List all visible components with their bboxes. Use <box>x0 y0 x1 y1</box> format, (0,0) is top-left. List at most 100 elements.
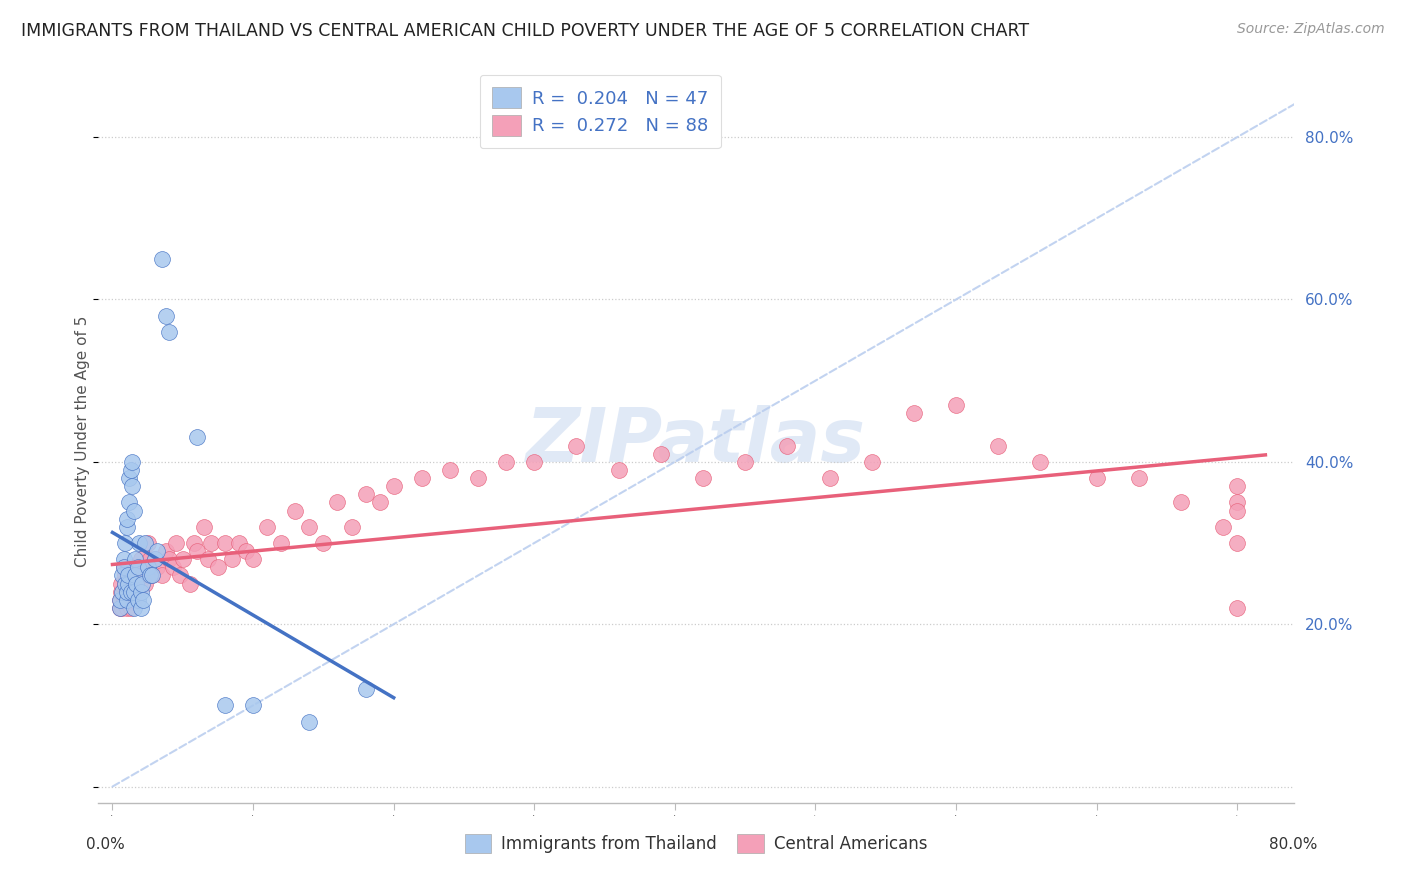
Point <box>987 439 1010 453</box>
Point <box>121 479 143 493</box>
Text: 0.0%: 0.0% <box>86 837 125 852</box>
Point <box>650 447 672 461</box>
Point <box>125 584 148 599</box>
Point <box>114 576 136 591</box>
Point <box>162 560 184 574</box>
Point <box>112 592 135 607</box>
Point <box>118 576 141 591</box>
Point <box>115 592 138 607</box>
Point <box>122 584 145 599</box>
Point <box>1226 536 1249 550</box>
Point <box>565 439 588 453</box>
Point <box>228 536 250 550</box>
Point <box>136 536 159 550</box>
Text: ZIPatlas: ZIPatlas <box>526 405 866 478</box>
Point <box>298 714 321 729</box>
Point <box>122 592 145 607</box>
Point <box>411 471 433 485</box>
Point <box>186 430 208 444</box>
Point <box>117 592 139 607</box>
Point <box>134 576 156 591</box>
Point <box>439 463 461 477</box>
Point <box>132 592 155 607</box>
Point <box>235 544 257 558</box>
Point <box>141 568 163 582</box>
Point <box>111 601 134 615</box>
Point <box>207 560 229 574</box>
Point <box>1029 455 1052 469</box>
Point <box>165 536 187 550</box>
Point <box>169 568 191 582</box>
Point <box>200 536 222 550</box>
Point <box>139 568 162 582</box>
Point <box>326 495 349 509</box>
Point <box>127 592 149 607</box>
Point <box>183 536 205 550</box>
Point <box>495 455 517 469</box>
Point <box>340 520 363 534</box>
Point <box>121 455 143 469</box>
Point <box>150 252 173 266</box>
Point <box>110 576 132 591</box>
Point <box>143 552 166 566</box>
Point <box>129 601 152 615</box>
Point <box>354 487 377 501</box>
Point <box>382 479 405 493</box>
Point <box>155 309 177 323</box>
Point <box>128 536 150 550</box>
Point <box>692 471 714 485</box>
Point <box>197 552 219 566</box>
Point <box>118 495 141 509</box>
Point <box>1226 479 1249 493</box>
Point <box>120 584 142 599</box>
Point <box>108 601 131 615</box>
Point <box>1226 601 1249 615</box>
Point <box>134 536 156 550</box>
Point <box>1226 495 1249 509</box>
Point <box>298 520 321 534</box>
Point <box>118 471 141 485</box>
Point <box>115 584 138 599</box>
Text: 80.0%: 80.0% <box>1270 837 1317 852</box>
Point <box>120 601 142 615</box>
Point <box>125 568 148 582</box>
Point <box>143 552 166 566</box>
Point <box>122 503 145 517</box>
Point <box>193 520 215 534</box>
Point <box>132 560 155 574</box>
Point <box>115 601 138 615</box>
Point <box>214 536 236 550</box>
Point <box>110 584 132 599</box>
Point <box>270 536 292 550</box>
Point <box>122 601 145 615</box>
Point <box>117 568 139 582</box>
Point <box>115 584 138 599</box>
Point <box>155 544 177 558</box>
Point <box>150 568 173 582</box>
Point <box>124 568 146 582</box>
Point <box>129 552 152 566</box>
Point <box>108 592 131 607</box>
Point <box>124 552 146 566</box>
Point <box>131 576 153 591</box>
Point <box>242 552 264 566</box>
Point <box>108 592 131 607</box>
Point <box>186 544 208 558</box>
Point <box>131 568 153 582</box>
Point <box>121 560 143 574</box>
Point <box>112 560 135 574</box>
Point <box>1226 503 1249 517</box>
Point <box>903 406 925 420</box>
Point <box>221 552 243 566</box>
Point <box>734 455 756 469</box>
Point <box>467 471 489 485</box>
Point <box>214 698 236 713</box>
Point <box>1170 495 1192 509</box>
Point <box>114 536 136 550</box>
Point <box>256 520 278 534</box>
Point <box>118 568 141 582</box>
Point <box>284 503 307 517</box>
Point <box>179 576 201 591</box>
Y-axis label: Child Poverty Under the Age of 5: Child Poverty Under the Age of 5 <box>75 316 90 567</box>
Point <box>945 398 967 412</box>
